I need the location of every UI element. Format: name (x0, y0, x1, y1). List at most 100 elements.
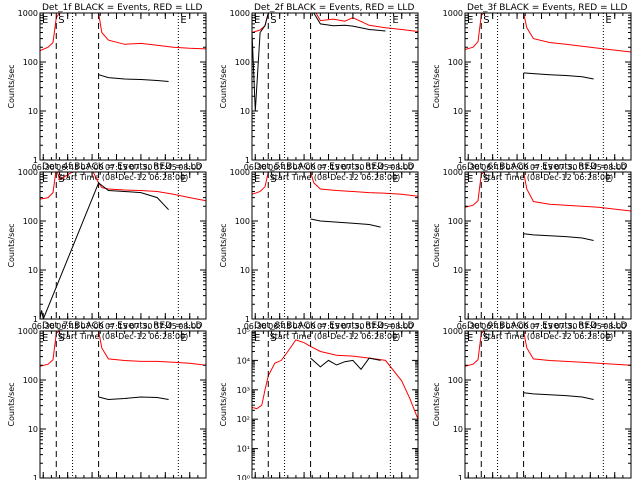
plot-area (40, 331, 206, 401)
chart-title: Det_8f BLACK = Events, RED = LLD (254, 321, 414, 331)
x-axis-label: Start Time (08-Dec-12 06:28:00) (270, 332, 401, 341)
event-marker-label: E (605, 174, 611, 185)
plot-area (252, 13, 418, 112)
y-tick-label: 10 (453, 425, 463, 434)
event-marker-label: S (58, 15, 64, 26)
y-tick-label: 1000 (18, 9, 38, 18)
y-tick-label: 10⁵ (237, 327, 250, 336)
event-marker-label: S (270, 15, 276, 26)
event-marker-label: E (392, 174, 398, 185)
x-tick-label: 07:15 (105, 322, 128, 331)
event-marker-label: S (483, 174, 489, 185)
x-tick-label: 06:45 (56, 322, 79, 331)
y-tick-label: 1000 (18, 327, 38, 336)
plot-frame (251, 171, 419, 320)
plot-area (465, 13, 631, 80)
x-tick-label: 08:00 (178, 322, 201, 331)
events-series-line (523, 392, 594, 400)
plot-frame (39, 330, 207, 479)
y-axis-label: Counts/sec (7, 382, 16, 426)
chart-title: Det_1f BLACK = Events, RED = LLD (42, 3, 202, 13)
y-tick-label: 1000 (230, 168, 250, 177)
x-tick-label: 07:45 (366, 322, 389, 331)
x-tick-label: 06:30 (244, 163, 267, 172)
event-marker-label: S (58, 174, 64, 185)
events-series-line (523, 72, 594, 80)
x-tick-label: 07:00 (81, 322, 104, 331)
y-axis-label: Counts/sec (219, 382, 228, 426)
y-tick-label: 10 (28, 425, 38, 434)
event-marker-label: E (254, 333, 260, 344)
y-tick-label: 100 (23, 376, 38, 385)
x-tick-label: 08:00 (390, 322, 413, 331)
y-tick-label: 1000 (18, 168, 38, 177)
x-tick-label: 07:00 (506, 322, 529, 331)
y-tick-label: 100 (448, 58, 463, 67)
y-tick-label: 100 (448, 376, 463, 385)
y-axis-label: Counts/sec (432, 64, 441, 108)
x-tick-label: 07:00 (506, 163, 529, 172)
x-tick-label: 07:15 (530, 322, 553, 331)
y-tick-label: 100 (448, 217, 463, 226)
event-marker-label: E (605, 333, 611, 344)
y-tick-label: 1 (458, 156, 463, 165)
event-marker-label: E (180, 174, 186, 185)
y-tick-label: 1000 (443, 9, 463, 18)
y-axis-label: Counts/sec (7, 64, 16, 108)
event-marker-label: E (254, 174, 260, 185)
events-series-line (98, 396, 169, 401)
y-axis-label: Counts/sec (219, 64, 228, 108)
y-tick-label: 10 (28, 107, 38, 116)
plot-area (465, 172, 631, 241)
x-tick-label: 06:45 (268, 322, 291, 331)
x-tick-label: 07:15 (317, 163, 340, 172)
y-tick-label: 1 (245, 156, 250, 165)
lld-series-line (465, 13, 631, 53)
plot-area (40, 172, 206, 319)
plot-frame (464, 12, 632, 161)
lld-series-line (465, 331, 631, 367)
chart-title: Det_9f BLACK = Events, RED = LLD (467, 321, 627, 331)
x-tick-label: 07:15 (530, 163, 553, 172)
event-marker-label: E (392, 333, 398, 344)
y-tick-label: 10² (237, 415, 250, 424)
event-marker-label: S (483, 15, 489, 26)
lld-series-line (40, 331, 206, 367)
plot-area (252, 172, 418, 228)
x-tick-label: 07:30 (341, 163, 364, 172)
x-tick-label: 07:45 (366, 163, 389, 172)
y-tick-label: 100 (235, 58, 250, 67)
plot-area (40, 13, 206, 82)
y-tick-label: 10 (28, 266, 38, 275)
plot-frame (39, 171, 207, 320)
x-tick-label: 07:30 (554, 163, 577, 172)
y-tick-label: 10⁴ (237, 356, 250, 365)
x-tick-label: 06:45 (56, 163, 79, 172)
x-axis-label: Start Time (08-Dec-12 06:28:00) (58, 332, 189, 341)
x-tick-label: 08:00 (603, 163, 626, 172)
plot-frame (251, 330, 419, 479)
chart-title: Det_3f BLACK = Events, RED = LLD (467, 3, 627, 13)
events-series-line (98, 74, 169, 82)
y-tick-label: 10⁰ (237, 474, 250, 480)
y-tick-label: 1 (245, 315, 250, 324)
event-marker-label: S (270, 333, 276, 344)
y-tick-label: 10 (240, 266, 250, 275)
x-tick-label: 07:30 (341, 322, 364, 331)
x-tick-label: 06:30 (457, 322, 480, 331)
y-tick-label: 1 (458, 315, 463, 324)
x-tick-label: 08:00 (603, 322, 626, 331)
lld-series-line (465, 172, 631, 212)
event-marker-label: E (42, 15, 48, 26)
x-tick-label: 06:30 (244, 322, 267, 331)
x-tick-label: 07:00 (293, 322, 316, 331)
x-tick-label: 07:15 (317, 322, 340, 331)
y-tick-label: 10¹ (237, 445, 250, 454)
plot-frame (251, 12, 419, 161)
